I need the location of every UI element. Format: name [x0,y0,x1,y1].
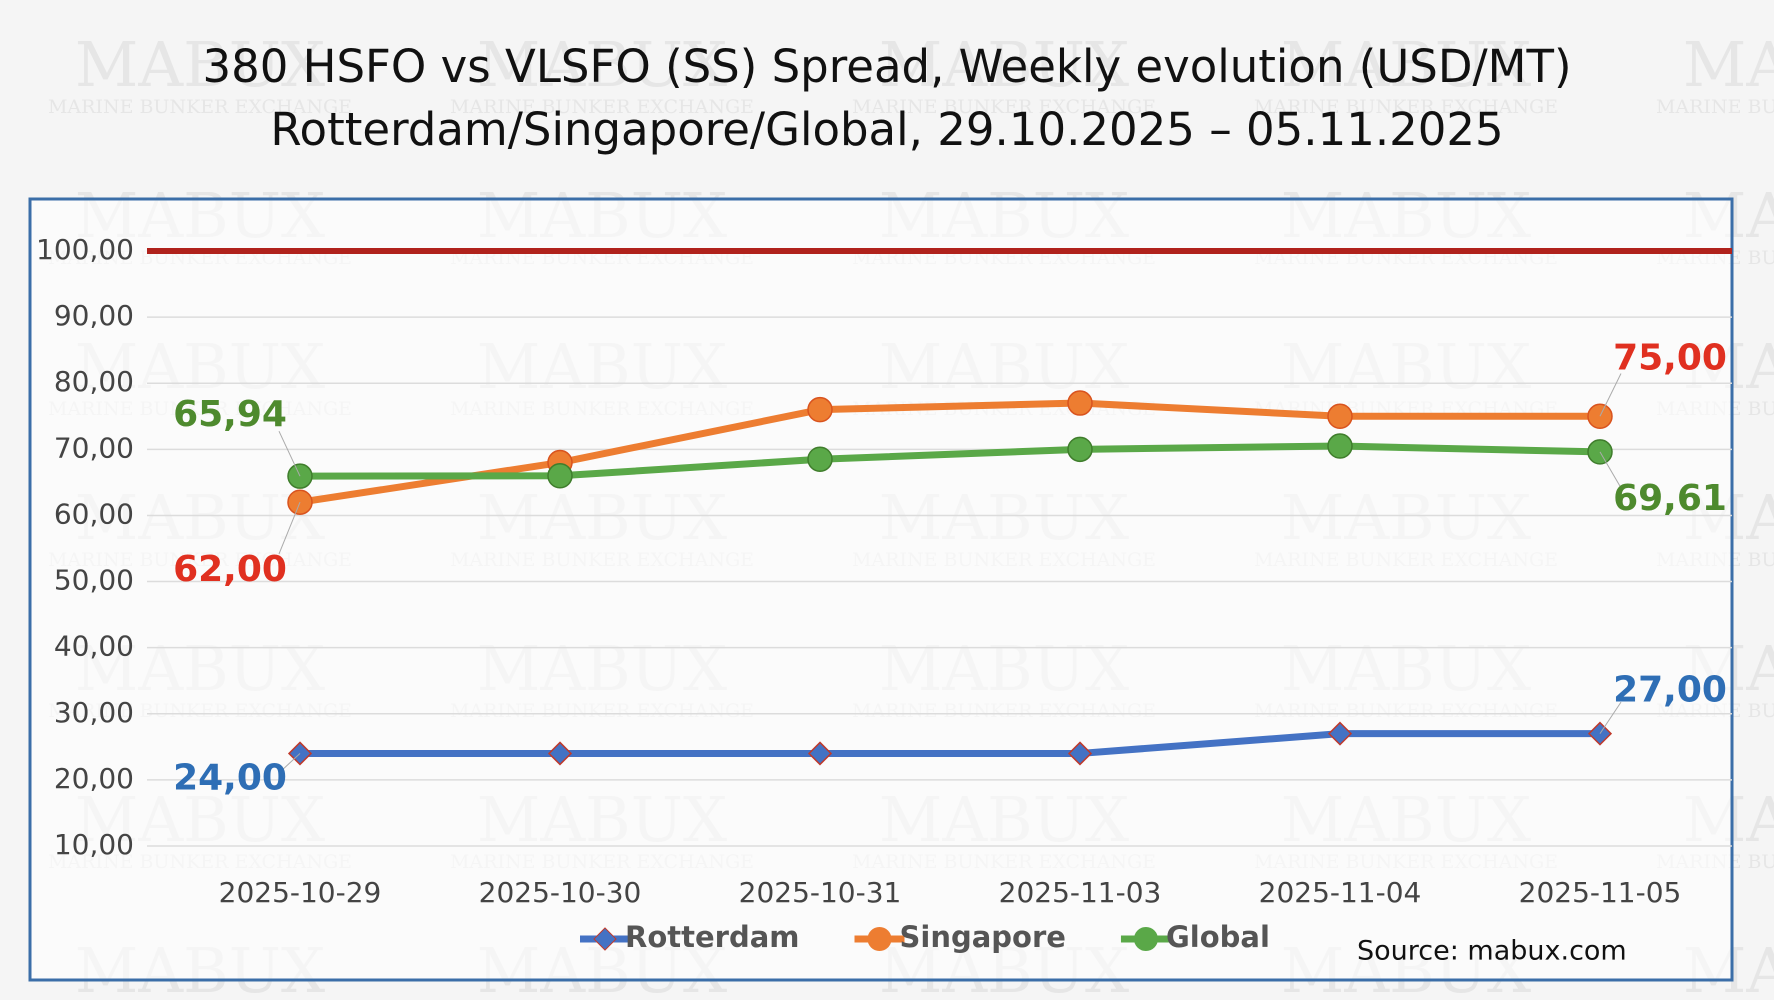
watermark-text: MARINE BUNKER EXCHANGE [852,96,1156,118]
data-label: 62,00 [173,549,287,590]
data-point [1067,741,1093,766]
label-leader [1599,373,1622,417]
series-line [299,442,1601,480]
label-leader [278,430,301,477]
y-tick-label: 80,00 [54,365,134,398]
data-label: 24,00 [173,757,287,798]
y-tick-label: 20,00 [54,762,134,795]
x-tick-label: 2025-11-05 [1519,876,1682,909]
y-tick-label: 40,00 [54,630,134,663]
y-tick-label: 10,00 [54,828,134,861]
y-tick-label: 30,00 [54,696,134,729]
legend-label: Singapore [900,920,1066,954]
chart-title: 380 HSFO vs VLSFO (SS) Spread, Weekly ev… [202,40,1571,93]
legend-marker [867,927,892,951]
x-tick-label: 2025-10-31 [739,876,902,909]
y-tick-label: 70,00 [54,431,134,464]
data-point [807,741,833,766]
x-tick-label: 2025-11-04 [1259,876,1422,909]
watermark-text: MARINE BUNKER EXCHANGE [1656,96,1774,118]
data-point [1327,721,1353,746]
watermark-text: MABUX [477,28,727,101]
watermark-text: MABUX [1281,28,1531,101]
data-point [547,463,573,489]
x-tick-label: 2025-11-03 [999,876,1162,909]
watermark-text: MABUX [879,28,1129,101]
legend-label: Rotterdam [625,920,800,954]
watermark-text: MABUX [75,28,325,101]
y-tick-label: 90,00 [54,299,134,332]
legend-label: Global [1166,920,1270,954]
data-label: 69,61 [1613,478,1727,519]
data-point [1327,403,1353,430]
data-point [1067,436,1093,463]
legend-marker [1133,927,1158,951]
data-point [807,446,833,472]
label-leader [278,502,301,555]
label-leader [278,753,301,774]
plot-frame [28,197,1734,982]
y-tick-label: 50,00 [54,564,134,597]
series-line [299,399,1600,506]
chart-subtitle: Rotterdam/Singapore/Global, 29.10.2025 –… [270,103,1503,156]
data-point [807,396,833,423]
watermark-text: MABUX [1683,28,1774,101]
watermark-text: MARINE BUNKER EXCHANGE [450,96,754,118]
legend-marker [593,927,617,951]
data-label: 75,00 [1613,337,1727,378]
data-point [547,741,573,766]
y-tick-label: 60,00 [54,497,134,530]
data-label: 65,94 [173,394,287,435]
watermark-text: MARINE BUNKER EXCHANGE [48,96,352,118]
label-leader [1599,451,1622,489]
data-point [1327,433,1353,459]
watermark-text: MARINE BUNKER EXCHANGE [1254,96,1558,118]
x-tick-label: 2025-10-29 [219,876,382,909]
source-note: Source: mabux.com [1357,936,1627,967]
x-tick-label: 2025-10-30 [479,876,642,909]
data-label: 27,00 [1613,670,1727,711]
series-line [300,730,1600,757]
y-tick-label: 100,00 [36,233,134,266]
data-point [1067,390,1093,416]
label-leader [1599,701,1622,734]
